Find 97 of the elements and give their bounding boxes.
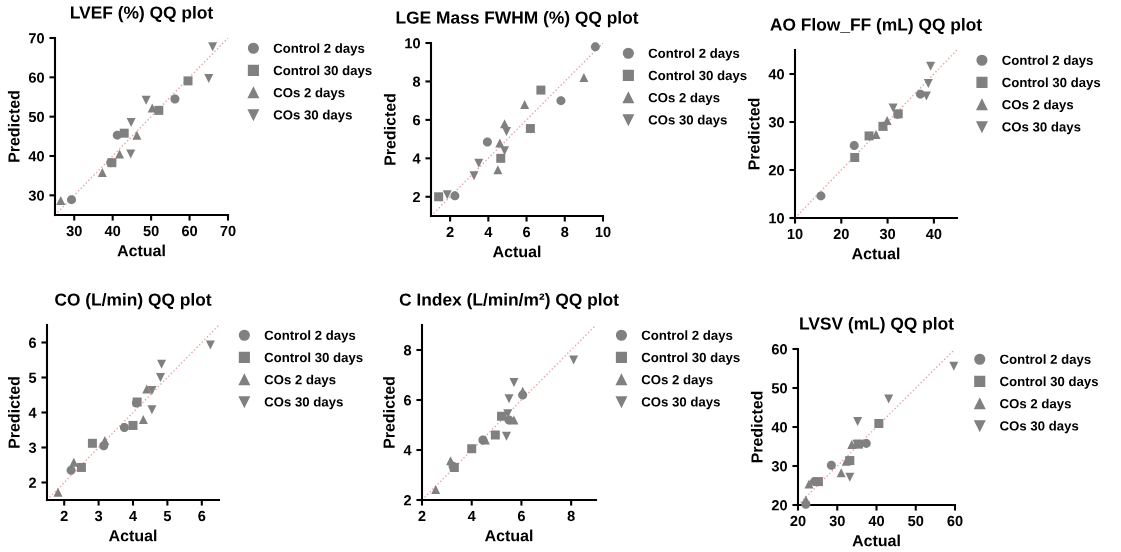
chart-title: CO (L/min) QQ plot	[55, 292, 212, 310]
legend-label: COs 30 days	[1002, 121, 1081, 135]
x-tick-label: 20	[833, 228, 849, 240]
x-tick-label: 30	[66, 225, 82, 237]
chart-title: LVSV (mL) QQ plot	[800, 316, 954, 334]
x-tick-label: 8	[561, 226, 569, 238]
y-tick-label: 4	[28, 407, 37, 418]
y-tick-label: 4	[403, 445, 412, 456]
x-tick-label: 6	[198, 510, 206, 522]
legend-label: COs 2 days	[641, 374, 713, 387]
chart-title: AO Flow_FF (mL) QQ plot	[770, 17, 982, 35]
legend-label: COs 30 days	[1000, 420, 1079, 434]
x-tick-label: 4	[484, 226, 493, 237]
legend-label: Control 2 days	[1000, 354, 1091, 367]
y-tick-label: 60	[28, 72, 44, 83]
y-tick-label: 8	[403, 345, 412, 356]
y-tick-label: 3	[28, 442, 37, 453]
legend-label: Control 30 days	[648, 70, 747, 83]
y-tick-label: 20	[768, 165, 784, 176]
x-tick-label: 10	[787, 228, 803, 240]
y-tick-label: 6	[29, 337, 37, 348]
y-axis-title: Predicted	[747, 98, 760, 170]
y-tick-label: 40	[768, 69, 784, 80]
x-tick-label: 40	[868, 515, 885, 527]
legend-label: COs 30 days	[264, 396, 343, 410]
y-tick-label: 30	[768, 117, 784, 128]
y-tick-label: 2	[412, 191, 420, 203]
y-tick-label: 4	[412, 153, 421, 164]
y-axis-title: Predicted	[750, 391, 763, 463]
y-tick-label: 30	[771, 461, 787, 472]
x-axis-title: Actual	[484, 529, 533, 542]
y-tick-label: 10	[405, 38, 420, 49]
x-axis-title: Actual	[108, 529, 157, 542]
y-axis-title: Predicted	[383, 377, 395, 448]
x-tick-label: 3	[94, 510, 103, 522]
x-tick-label: 30	[879, 228, 896, 240]
legend-label: Control 2 days	[264, 330, 356, 343]
legend-label: Control 2 days	[273, 43, 365, 56]
x-axis-title: Actual	[852, 534, 900, 547]
legend-label: Control 30 days	[641, 352, 740, 365]
y-tick-label: 20	[771, 500, 787, 511]
legend-label: COs 2 days	[1000, 398, 1071, 411]
x-tick-label: 6	[517, 510, 525, 522]
y-tick-label: 6	[413, 114, 421, 126]
y-tick-label: 8	[412, 76, 421, 87]
legend-label: Control 30 days	[264, 352, 363, 365]
legend-label: COs 30 days	[648, 114, 727, 128]
y-tick-label: 40	[28, 151, 44, 162]
x-tick-label: 20	[790, 515, 806, 527]
x-tick-label: 2	[60, 510, 68, 521]
legend-label: COs 30 days	[641, 396, 720, 410]
y-tick-label: 70	[28, 33, 44, 44]
x-tick-label: 2	[446, 226, 454, 237]
x-tick-label: 50	[908, 515, 924, 527]
chart-title: C Index (L/min/m²) QQ plot	[399, 292, 619, 310]
legend-label: Control 30 days	[1000, 376, 1098, 389]
x-tick-label: 60	[181, 225, 198, 237]
x-tick-label: 10	[595, 226, 611, 238]
y-tick-label: 50	[28, 111, 44, 123]
y-tick-label: 2	[403, 495, 411, 506]
x-tick-label: 70	[220, 225, 236, 237]
legend-label: COs 2 days	[273, 87, 345, 100]
y-tick-label: 50	[771, 383, 787, 394]
legend-label: Control 30 days	[1002, 77, 1101, 90]
y-axis-title: Predicted	[7, 91, 20, 162]
y-tick-label: 6	[404, 395, 412, 406]
y-tick-label: 60	[771, 344, 787, 355]
y-tick-label: 5	[28, 372, 37, 383]
chart-title: LGE Mass FWHM (%) QQ plot	[396, 10, 639, 28]
legend-label: COs 30 days	[273, 109, 352, 123]
y-tick-label: 30	[28, 190, 44, 201]
x-tick-label: 4	[467, 510, 476, 521]
x-axis-title: Actual	[851, 247, 900, 260]
y-axis-title: Predicted	[8, 377, 20, 448]
legend-label: COs 2 days	[1002, 99, 1074, 112]
legend-label: Control 2 days	[641, 330, 733, 343]
y-tick-label: 40	[771, 422, 787, 433]
y-tick-label: 2	[28, 477, 36, 488]
y-tick-label: 10	[769, 213, 784, 224]
x-tick-label: 40	[104, 225, 121, 237]
legend-label: COs 2 days	[264, 374, 336, 387]
legend-label: Control 2 days	[648, 48, 740, 61]
legend-label: Control 30 days	[273, 65, 372, 78]
x-tick-label: 50	[143, 225, 159, 237]
x-tick-label: 5	[163, 510, 172, 522]
chart-title: LVEF (%) QQ plot	[70, 5, 213, 23]
x-tick-label: 30	[829, 515, 845, 527]
x-tick-label: 60	[947, 515, 963, 527]
y-axis-title: Predicted	[383, 94, 396, 165]
x-axis-title: Actual	[117, 244, 165, 257]
x-tick-label: 4	[129, 510, 137, 521]
legend-label: COs 2 days	[648, 92, 720, 105]
x-tick-label: 40	[925, 228, 942, 240]
legend-label: Control 2 days	[1002, 55, 1093, 68]
x-tick-label: 6	[523, 226, 531, 238]
x-tick-label: 8	[567, 510, 575, 522]
x-axis-title: Actual	[492, 245, 541, 258]
